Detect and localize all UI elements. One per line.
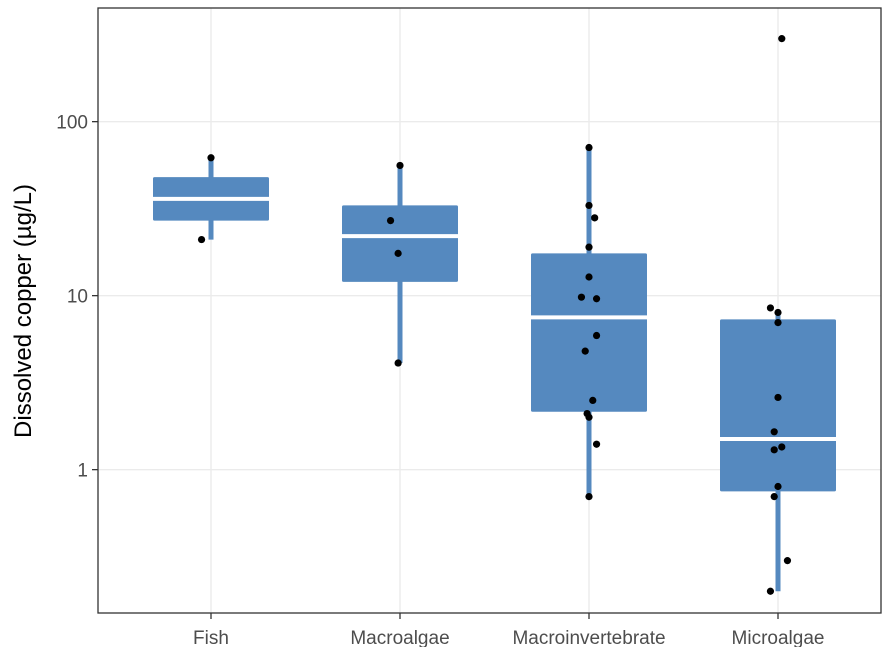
data-point-macroinvertebrate-9: [591, 214, 599, 222]
data-point-macroinvertebrate-19: [592, 440, 601, 448]
data-point-macroinvertebrate-18: [585, 413, 593, 421]
box-macroalgae: [342, 205, 458, 282]
x-tick-label-macroalgae: Macroalgae: [350, 628, 449, 647]
data-point-microalgae-28: [770, 446, 778, 454]
data-point-microalgae-25: [774, 393, 782, 402]
y-tick-label-10: 10: [67, 287, 88, 308]
data-point-microalgae-32: [766, 587, 775, 595]
data-point-macroinvertebrate-8: [585, 201, 593, 210]
x-tick-label-macroinvertebrate: Macroinvertebrate: [512, 628, 665, 647]
y-tick-label-100: 100: [56, 113, 88, 134]
data-point-macroalgae-5: [394, 249, 402, 257]
x-tick-label-microalgae: Microalgae: [732, 628, 825, 647]
data-point-macroalgae-3: [396, 161, 404, 170]
plot-panel-border: [97, 7, 882, 614]
data-point-fish-2: [197, 235, 206, 244]
data-point-macroinvertebrate-15: [581, 347, 589, 355]
y-tick-label-1: 1: [77, 461, 88, 482]
data-point-microalgae-30: [770, 492, 778, 501]
data-point-microalgae-27: [778, 443, 786, 451]
data-point-macroalgae-6: [394, 359, 402, 367]
data-point-microalgae-23: [774, 308, 782, 317]
data-point-macroinvertebrate-10: [585, 243, 593, 251]
grid-lines: [98, 8, 881, 613]
data-point-microalgae-29: [774, 482, 782, 491]
box-macroinvertebrate: [531, 253, 647, 412]
data-point-macroinvertebrate-20: [585, 492, 593, 501]
data-point-microalgae-22: [766, 304, 775, 312]
data-point-microalgae-24: [774, 319, 782, 327]
data-points-layer: [197, 35, 792, 595]
box-microalgae: [720, 319, 836, 492]
y-axis-title: Dissolved copper (µg/L): [10, 184, 37, 438]
data-point-macroinvertebrate-7: [585, 143, 593, 152]
data-point-macroinvertebrate-12: [577, 293, 586, 301]
data-point-macroalgae-4: [386, 216, 395, 225]
axes-layer: 1 10 100 Fish Macroalgae Macroinvertebrate Mic…: [56, 113, 824, 647]
box-plot-layer: [153, 147, 836, 592]
data-point-microalgae-31: [783, 557, 792, 565]
data-point-macroinvertebrate-11: [585, 273, 593, 281]
data-point-microalgae-21: [778, 35, 786, 43]
data-point-macroinvertebrate-13: [592, 295, 601, 303]
x-tick-label-fish: Fish: [193, 628, 229, 647]
data-point-microalgae-26: [770, 428, 778, 436]
data-point-macroinvertebrate-16: [589, 396, 597, 405]
data-point-fish-1: [207, 154, 215, 162]
data-point-macroinvertebrate-14: [592, 331, 601, 340]
